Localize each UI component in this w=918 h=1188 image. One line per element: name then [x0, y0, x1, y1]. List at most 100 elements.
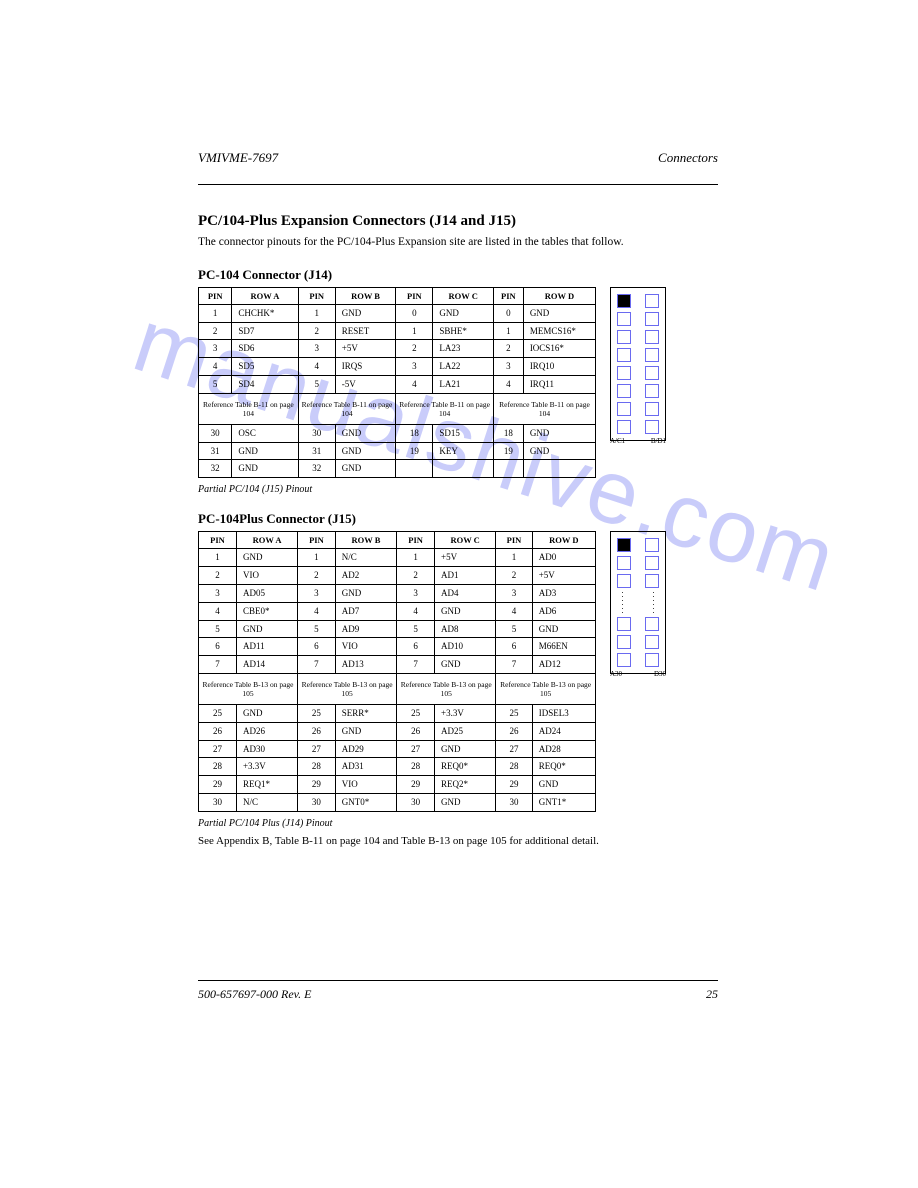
cell: GND: [236, 549, 297, 567]
pin-box: [645, 653, 659, 667]
cell: GND: [335, 442, 396, 460]
cell: 26: [298, 722, 336, 740]
cell: 27: [496, 740, 532, 758]
cell: 6: [496, 638, 532, 656]
col-header: ROW C: [435, 532, 496, 549]
cell: 4: [298, 358, 335, 376]
table-row: 1GND1N/C1+5V1AD0: [199, 549, 596, 567]
table-row: 6AD116VIO6AD106M66EN: [199, 638, 596, 656]
col-header: PIN: [298, 532, 336, 549]
cell: 3: [496, 585, 532, 603]
pin-box: [645, 402, 659, 416]
cell: 2: [298, 322, 335, 340]
cell: GND: [435, 793, 496, 811]
conn-row: [617, 556, 659, 570]
col-header: PIN: [298, 287, 335, 304]
cell: AD8: [435, 620, 496, 638]
cell: 25: [298, 705, 336, 723]
cell: 5: [397, 620, 435, 638]
cell: 1: [496, 549, 532, 567]
cell: OSC: [232, 424, 298, 442]
cell: CHCHK*: [232, 304, 298, 322]
cell: GND: [532, 776, 595, 794]
col-header: ROW B: [335, 532, 396, 549]
tableB-wrap: PINROW APINROW BPINROW CPINROW D 1GND1N/…: [198, 531, 718, 812]
cell: AD28: [532, 740, 595, 758]
cell: SD6: [232, 340, 298, 358]
ref-cell: Reference Table B-13 on page 105: [496, 674, 596, 705]
cell: 18: [396, 424, 433, 442]
col-header: ROW B: [335, 287, 396, 304]
pin-box: [645, 384, 659, 398]
conn-row: [617, 294, 659, 308]
cell: 30: [199, 424, 232, 442]
cell: SD7: [232, 322, 298, 340]
cell: 3: [199, 340, 232, 358]
table-row: 26AD2626GND26AD2526AD24: [199, 722, 596, 740]
cell: 5: [199, 376, 232, 394]
pin-box: [645, 294, 659, 308]
section-title: PC/104-Plus Expansion Connectors (J14 an…: [198, 213, 718, 230]
tableA: PINROW APINROW BPINROW CPINROW D 1CHCHK*…: [198, 287, 596, 479]
table-row: 7AD147AD137GND7AD12: [199, 656, 596, 674]
cell: 5: [496, 620, 532, 638]
cell: +5V: [532, 567, 595, 585]
cell: 27: [397, 740, 435, 758]
cell: 18: [493, 424, 523, 442]
pin-box: [645, 348, 659, 362]
cell: REQ0*: [435, 758, 496, 776]
pin-box: [617, 384, 631, 398]
pin-box: [645, 574, 659, 588]
table-row: 29REQ1*29VIO29REQ2*29GND: [199, 776, 596, 794]
cell: AD31: [335, 758, 396, 776]
cell: [523, 460, 595, 478]
col-header: PIN: [496, 532, 532, 549]
cell: AD0: [532, 549, 595, 567]
cell: GND: [532, 620, 595, 638]
conn-row: [617, 420, 659, 434]
cell: 27: [298, 740, 336, 758]
cell: 30: [496, 793, 532, 811]
cell: 7: [199, 656, 237, 674]
conn-row: [617, 366, 659, 380]
col-header: PIN: [397, 532, 435, 549]
table-row: 4CBE0*4AD74GND4AD6: [199, 602, 596, 620]
connB-rb: D30: [654, 670, 666, 678]
cell: 3: [396, 358, 433, 376]
table-row: 2VIO2AD22AD12+5V: [199, 567, 596, 585]
cell: 2: [199, 567, 237, 585]
cell: IRQ11: [523, 376, 595, 394]
table-row: 2SD72RESET1SBHE*1MEMCS16*: [199, 322, 596, 340]
cell: 2: [396, 340, 433, 358]
cell: LA23: [433, 340, 494, 358]
cell: AD24: [532, 722, 595, 740]
cell: GND: [236, 620, 297, 638]
cell: 30: [298, 793, 336, 811]
cell: 4: [397, 602, 435, 620]
cell: 19: [396, 442, 433, 460]
cell: RESET: [335, 322, 396, 340]
cell: CBE0*: [236, 602, 297, 620]
pin-box: [645, 330, 659, 344]
footer-right: 25: [706, 987, 718, 1002]
cell: 2: [496, 567, 532, 585]
cell: AD13: [335, 656, 396, 674]
cell: 31: [199, 442, 232, 460]
ref-cell: Reference Table B-11 on page 104: [199, 393, 299, 424]
cell: GND: [335, 722, 396, 740]
conn-row: [617, 617, 659, 631]
pin-box: [617, 653, 631, 667]
conn-row: [617, 538, 659, 552]
table-row: 4SD54IRQS3LA223IRQ10: [199, 358, 596, 376]
conn-row: [617, 574, 659, 588]
cell: 29: [199, 776, 237, 794]
cell: AD29: [335, 740, 396, 758]
cell: 2: [493, 340, 523, 358]
cell: IRQS: [335, 358, 396, 376]
cell: 25: [199, 705, 237, 723]
pin-box: [617, 617, 631, 631]
pin-box: [617, 635, 631, 649]
cell: GND: [232, 460, 298, 478]
conn-row: [617, 402, 659, 416]
cell: 4: [298, 602, 336, 620]
